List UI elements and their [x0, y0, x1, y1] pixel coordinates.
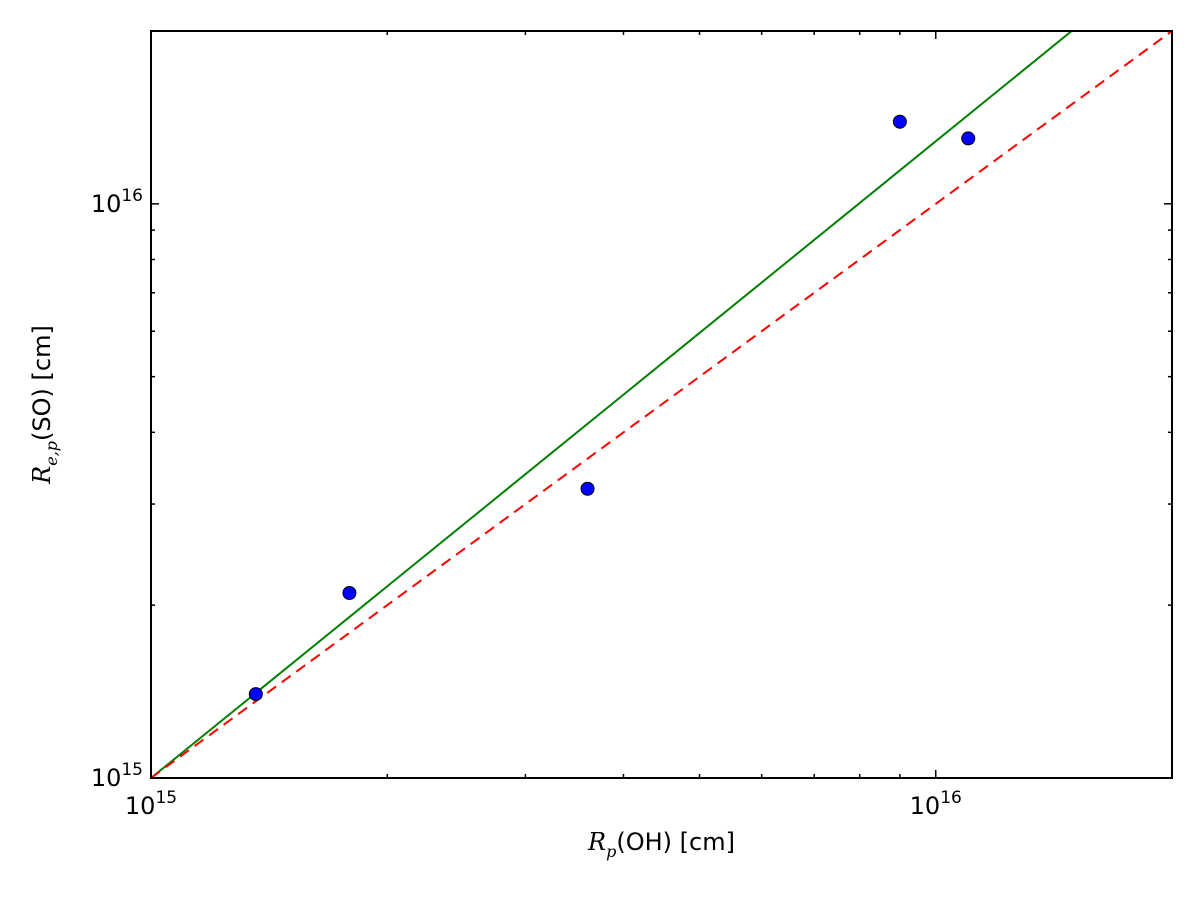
- y-tick-label: 1015: [91, 760, 143, 792]
- fit-line: [151, 31, 1073, 778]
- data-point: [580, 481, 595, 496]
- data-point: [248, 687, 263, 702]
- x-tick-label: 1016: [910, 788, 962, 820]
- data-point: [342, 585, 357, 600]
- y-tick-label: 1016: [91, 186, 143, 218]
- y-axis-label: Re,p(SO) [cm]: [28, 325, 61, 485]
- plot-frame: [150, 30, 1173, 779]
- data-point: [961, 131, 976, 146]
- x-axis-label: Rp(OH) [cm]: [587, 828, 735, 861]
- fit-line: [151, 31, 1172, 778]
- data-point: [892, 114, 907, 129]
- x-tick-label: 1015: [125, 788, 177, 820]
